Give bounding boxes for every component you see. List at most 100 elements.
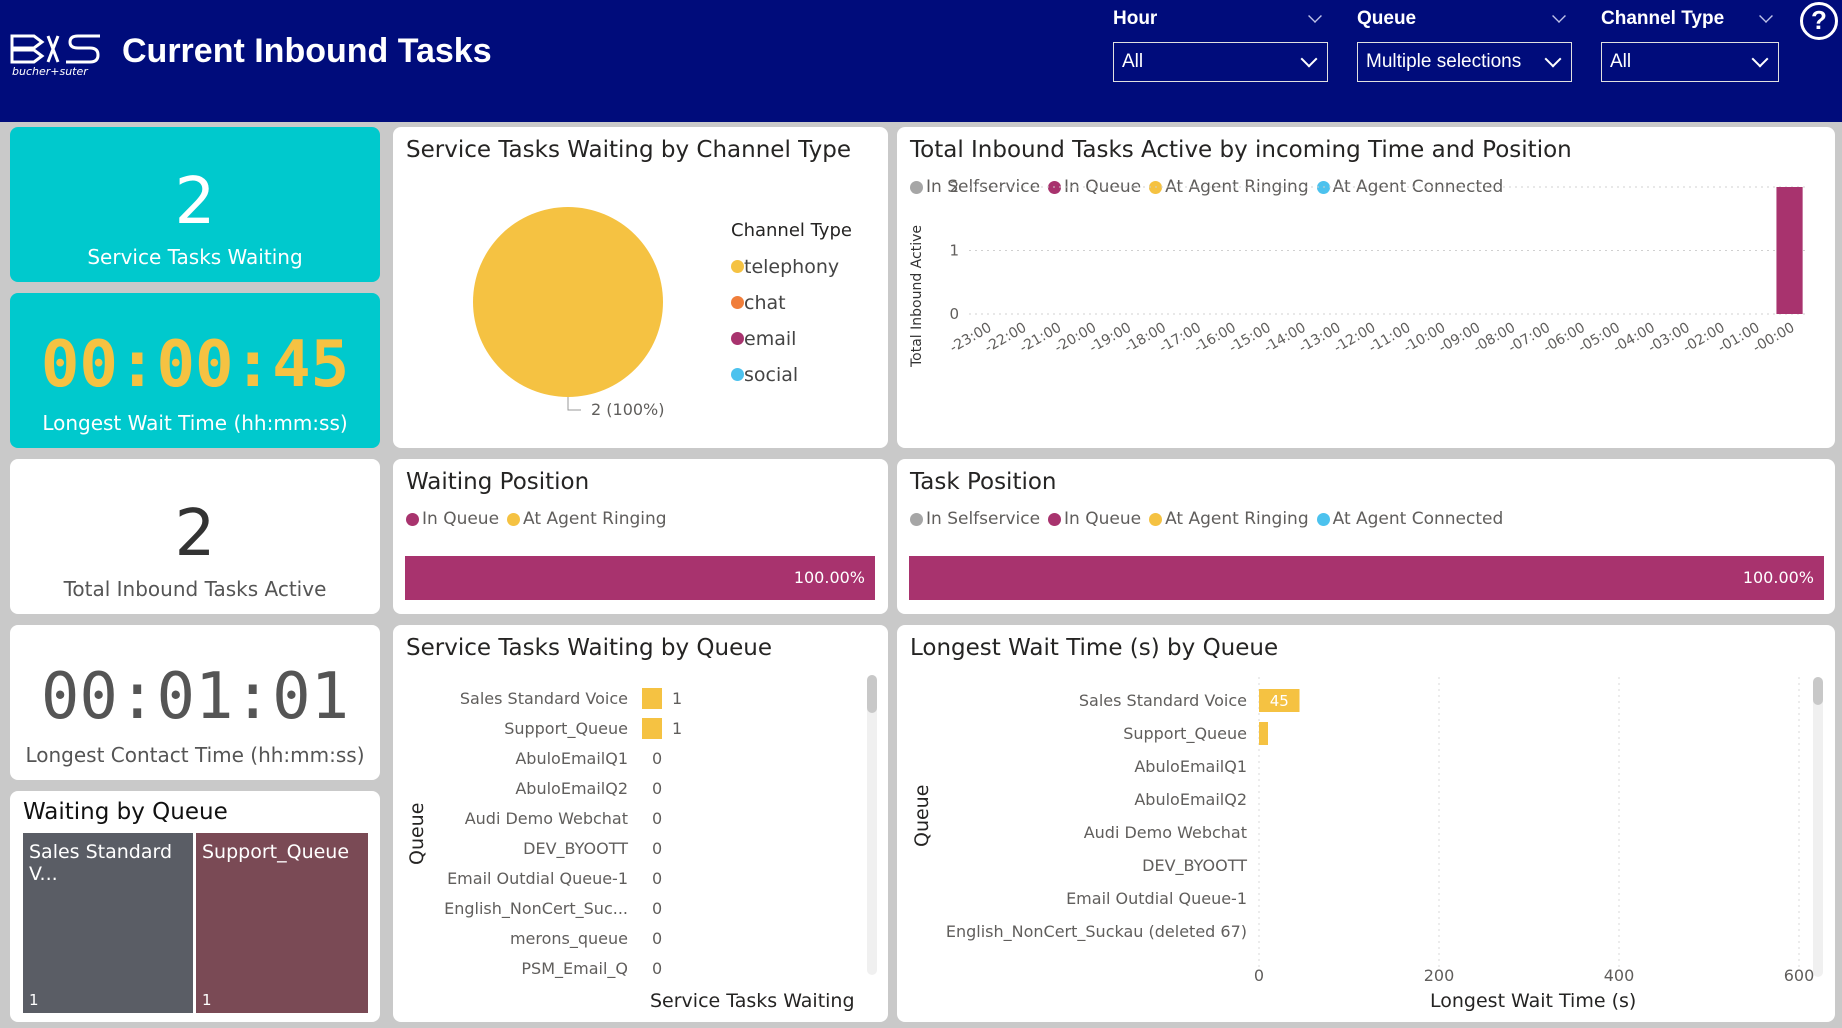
chart-legend: In Selfservice In Queue At Agent Ringing… xyxy=(910,509,1503,529)
x-axis-title: Service Tasks Waiting xyxy=(650,990,855,1012)
treemap-tile-label: Sales Standard V... xyxy=(29,841,173,885)
chevron-down-icon[interactable] xyxy=(1308,9,1322,23)
card-title: Service Tasks Waiting by Queue xyxy=(406,635,772,661)
legend-item[interactable]: At Agent Connected xyxy=(1316,509,1503,529)
pie-slice-telephony[interactable] xyxy=(473,207,663,397)
scrollbar-track[interactable] xyxy=(1813,677,1823,977)
chevron-down-icon xyxy=(1300,50,1318,68)
kpi-longest-contact-time: 00:01:01 Longest Contact Time (hh:mm:ss) xyxy=(10,625,380,780)
category-label: Audi Demo Webchat xyxy=(465,809,628,828)
scrollbar-track[interactable] xyxy=(867,675,877,975)
x-tick-label: 200 xyxy=(1424,966,1455,985)
channel-type-dropdown-value: All xyxy=(1610,51,1632,72)
category-label: Support_Queue xyxy=(1123,724,1247,744)
category-label: Email Outdial Queue-1 xyxy=(1066,889,1247,908)
time-position-chart-card: Total Inbound Tasks Active by incoming T… xyxy=(897,127,1835,448)
hour-filter[interactable]: Hour All xyxy=(1113,6,1328,82)
category-label: English_NonCert_Suckau (deleted 67) xyxy=(946,922,1247,942)
x-tick-label: 600 xyxy=(1784,966,1815,985)
kpi-service-tasks-waiting: 2 Service Tasks Waiting xyxy=(10,127,380,282)
treemap-tile-support[interactable]: Support_Queue 1 xyxy=(196,833,368,1013)
legend-item[interactable]: In Queue xyxy=(406,509,499,529)
chevron-down-icon[interactable] xyxy=(1552,9,1566,23)
queue-dropdown-value: Multiple selections xyxy=(1366,51,1522,72)
hour-dropdown-value: All xyxy=(1122,51,1144,72)
queue-filter[interactable]: Queue Multiple selections xyxy=(1357,6,1572,82)
scrollbar-thumb[interactable] xyxy=(1813,677,1823,705)
channel-type-filter-label: Channel Type xyxy=(1601,8,1725,29)
bar[interactable] xyxy=(1259,689,1300,712)
legend-item-telephony[interactable]: telephony xyxy=(731,249,839,285)
chart-legend: In Selfservice In Queue At Agent Ringing… xyxy=(910,177,1503,197)
queue-waiting-chart-card: Service Tasks Waiting by Queue Queue Ser… xyxy=(393,625,888,1022)
treemap-tile-count: 1 xyxy=(29,991,39,1009)
channel-type-filter[interactable]: Channel Type All xyxy=(1601,6,1779,82)
chart-legend: In Queue At Agent Ringing xyxy=(406,509,667,529)
waiting-position-card: Waiting Position In Queue At Agent Ringi… xyxy=(393,459,888,614)
pie-legend: telephony chat email social xyxy=(731,249,839,393)
scrollbar-thumb[interactable] xyxy=(867,675,877,713)
svg-text:bucher+suter: bucher+suter xyxy=(12,65,89,78)
category-label: merons_queue xyxy=(510,929,628,949)
chevron-down-icon[interactable] xyxy=(1759,9,1773,23)
queue-dropdown[interactable]: Multiple selections xyxy=(1357,42,1572,82)
category-label: DEV_BYOOTT xyxy=(1142,856,1247,876)
category-label: Sales Standard Voice xyxy=(1079,691,1247,710)
category-label: Email Outdial Queue-1 xyxy=(447,869,628,888)
help-icon[interactable]: ? xyxy=(1800,2,1838,40)
card-title: Waiting Position xyxy=(406,469,590,495)
time-bar-chart: Total Inbound Active 210-23:00-22:00-21:… xyxy=(909,178,1807,368)
category-label: AbuloEmailQ1 xyxy=(515,749,628,768)
channel-type-dropdown[interactable]: All xyxy=(1601,42,1779,82)
x-tick-label: 0 xyxy=(1254,966,1264,985)
legend-item-chat[interactable]: chat xyxy=(731,285,839,321)
legend-item[interactable]: In Selfservice xyxy=(910,509,1040,529)
bar-data-label: 0 xyxy=(652,869,662,888)
bar[interactable] xyxy=(1259,722,1268,745)
kpi-value: 00:01:01 xyxy=(40,660,350,734)
bar-data-label: 100.00% xyxy=(1742,568,1814,587)
page-title: Current Inbound Tasks xyxy=(122,32,492,70)
category-label: English_NonCert_Suc... xyxy=(444,899,628,919)
bar-data-label: 0 xyxy=(652,779,662,798)
category-label: AbuloEmailQ1 xyxy=(1134,757,1247,776)
bar-in-queue[interactable] xyxy=(1776,187,1803,314)
stacked-bar-in-queue[interactable]: 100.00% xyxy=(909,556,1824,600)
pie-chart-card: Service Tasks Waiting by Channel Type 2 … xyxy=(393,127,888,448)
treemap-tile-sales[interactable]: Sales Standard V... 1 xyxy=(23,833,193,1013)
y-axis-title: Queue xyxy=(406,803,428,865)
kpi-label: Longest Wait Time (hh:mm:ss) xyxy=(42,411,348,435)
legend-item[interactable]: In Selfservice xyxy=(910,177,1040,197)
category-label: AbuloEmailQ2 xyxy=(515,779,628,798)
treemap-tile-count: 1 xyxy=(202,991,212,1009)
legend-item[interactable]: In Queue xyxy=(1048,509,1141,529)
card-title: Longest Wait Time (s) by Queue xyxy=(910,635,1279,661)
treemap-tile-label: Support_Queue xyxy=(202,841,350,863)
kpi-total-inbound-active: 2 Total Inbound Tasks Active xyxy=(10,459,380,614)
kpi-label: Longest Contact Time (hh:mm:ss) xyxy=(25,743,365,767)
kpi-value: 2 xyxy=(174,497,216,571)
bar-data-label: 0 xyxy=(652,959,662,978)
x-axis-title: Longest Wait Time (s) xyxy=(1430,990,1636,1012)
legend-item[interactable]: At Agent Ringing xyxy=(507,509,667,529)
bar[interactable] xyxy=(642,688,662,709)
queue-bar-chart: Queue Service Tasks Waiting Sales Standa… xyxy=(406,675,877,1012)
y-tick-label: 2 xyxy=(949,178,959,196)
category-label: Sales Standard Voice xyxy=(460,689,628,708)
bar-data-label: 0 xyxy=(652,749,662,768)
bar-data-label: 1 xyxy=(672,689,682,708)
legend-item-social[interactable]: social xyxy=(731,357,839,393)
wait-bar-chart: Queue Longest Wait Time (s) 0 200 400 600 Sa… xyxy=(911,677,1823,1012)
legend-item[interactable]: At Agent Ringing xyxy=(1149,177,1309,197)
kpi-longest-wait-time: 00:00:45 Longest Wait Time (hh:mm:ss) xyxy=(10,293,380,448)
bar-data-label: 1 xyxy=(672,719,682,738)
legend-item[interactable]: At Agent Ringing xyxy=(1149,509,1309,529)
hour-dropdown[interactable]: All xyxy=(1113,42,1328,82)
kpi-value: 00:00:45 xyxy=(40,328,350,402)
stacked-bar-in-queue[interactable]: 100.00% xyxy=(405,556,875,600)
legend-item-email[interactable]: email xyxy=(731,321,839,357)
y-axis-label: Total Inbound Active xyxy=(909,225,925,368)
bar[interactable] xyxy=(642,718,662,739)
task-position-card: Task Position In Selfservice In Queue At… xyxy=(897,459,1835,614)
hour-filter-label: Hour xyxy=(1113,8,1158,29)
